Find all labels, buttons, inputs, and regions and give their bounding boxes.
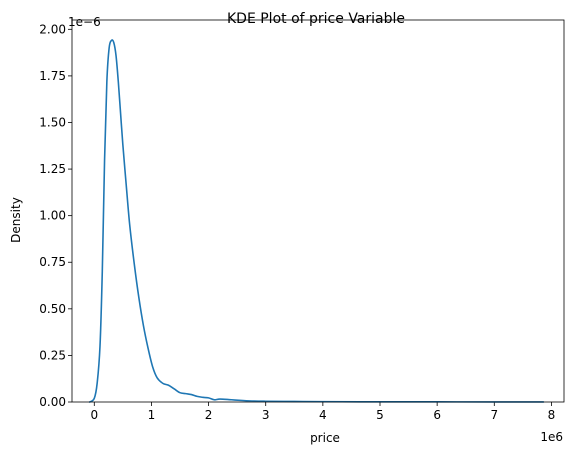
kde-density-line (88, 39, 545, 403)
y-tick-label: 1.00 (39, 209, 66, 223)
plot-frame (71, 19, 565, 403)
x-tick-label: 1 (148, 408, 156, 422)
y-tick-label: 0.25 (39, 348, 66, 362)
x-axis-label: price (310, 431, 340, 445)
y-offset-label: 1e−6 (68, 15, 101, 29)
y-tick-label: 1.75 (39, 69, 66, 83)
x-tick-label: 7 (490, 408, 498, 422)
y-tick-label: 0.00 (39, 395, 66, 409)
x-tick-label: 2 (205, 408, 213, 422)
y-axis-label: Density (9, 197, 23, 243)
y-tick-label: 0.75 (39, 255, 66, 269)
x-offset-label: 1e6 (540, 430, 563, 444)
y-tick-label: 1.50 (39, 115, 66, 129)
x-tick-label: 4 (319, 408, 327, 422)
axis-ticks: 0 1 2 3 4 5 6 7 8 0.00 0.25 0.50 0.75 1.00 1.25 1.50 1.7… (39, 22, 555, 422)
x-tick-label: 0 (90, 408, 98, 422)
x-tick-label: 8 (548, 408, 556, 422)
x-tick-label: 5 (376, 408, 384, 422)
chart-title: KDE Plot of price Variable (227, 11, 405, 27)
x-tick-label: 6 (433, 408, 441, 422)
y-tick-label: 2.00 (39, 22, 66, 36)
y-tick-label: 0.50 (39, 302, 66, 316)
x-tick-label: 3 (262, 408, 270, 422)
y-tick-label: 1.25 (39, 162, 66, 176)
